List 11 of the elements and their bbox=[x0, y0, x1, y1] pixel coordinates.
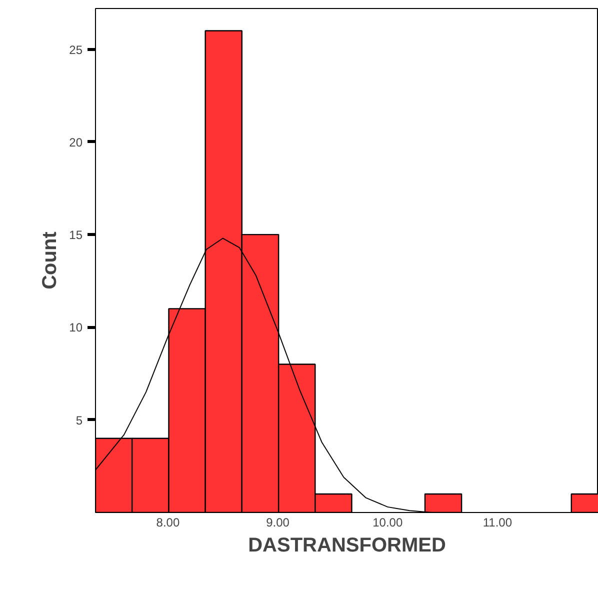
x-tick-label: 8.00 bbox=[156, 516, 180, 530]
x-tick-label: 10.00 bbox=[372, 516, 403, 530]
x-axis-title: DASTRANSFORMED bbox=[248, 534, 446, 556]
y-tick-label: 10 bbox=[69, 320, 83, 335]
y-axis-title: Count bbox=[39, 231, 62, 290]
y-tick-label: 15 bbox=[69, 228, 83, 242]
y-tick-label: 5 bbox=[76, 413, 83, 428]
y-tick-label: 20 bbox=[69, 135, 83, 150]
y-tick-label: 25 bbox=[69, 42, 83, 57]
x-tick-label: 11.00 bbox=[482, 516, 512, 530]
x-tick-label: 9.00 bbox=[266, 516, 290, 530]
